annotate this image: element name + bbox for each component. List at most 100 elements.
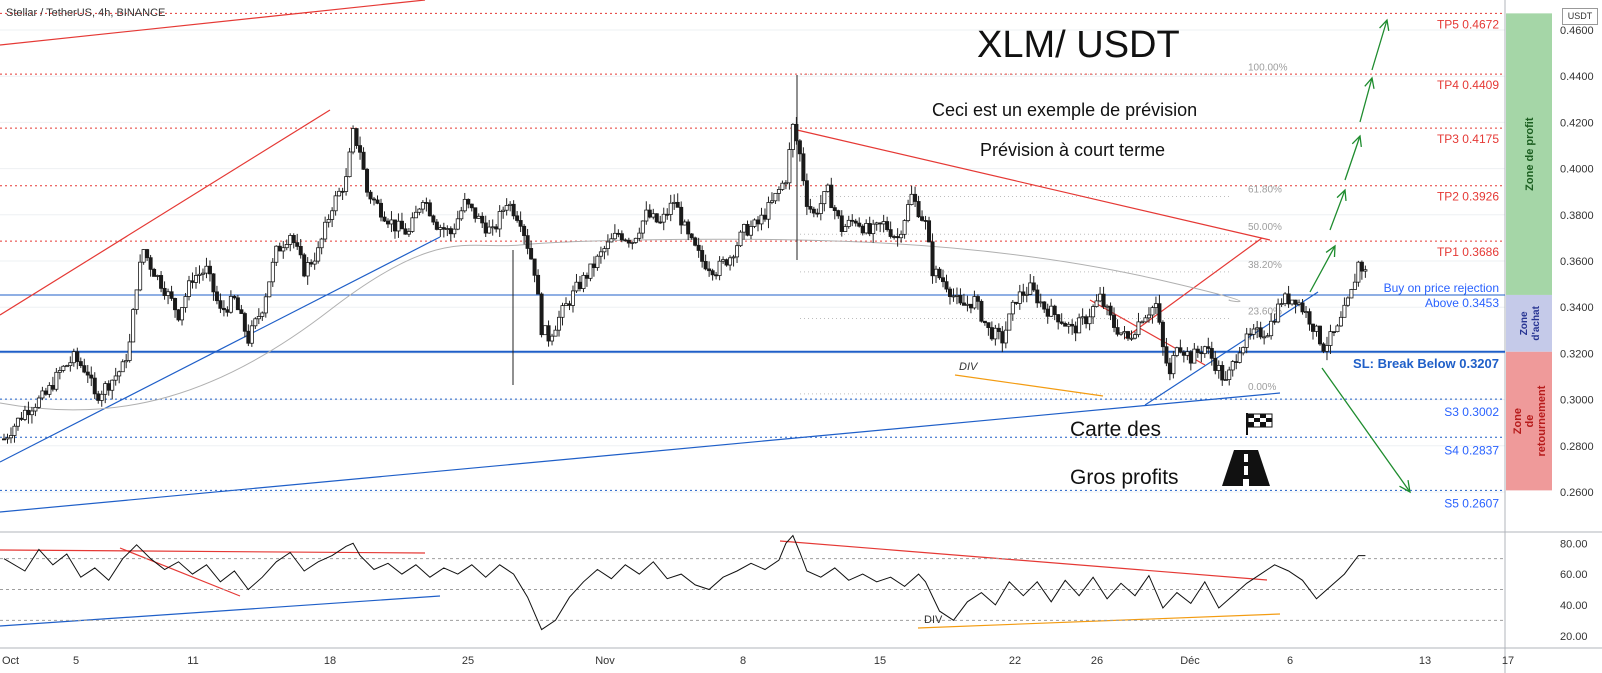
candle-body (689, 233, 694, 239)
candle-body (700, 250, 705, 262)
candle-body (1171, 355, 1176, 375)
candle-body (103, 383, 108, 395)
zone-band (1506, 294, 1552, 352)
candle-body (372, 198, 377, 201)
candle-body (853, 220, 858, 224)
candle-body (836, 210, 841, 217)
candle-body (731, 256, 736, 259)
price-tick: 0.3000 (1560, 395, 1594, 407)
candle-body (536, 274, 541, 295)
candle-body (850, 219, 855, 222)
candle-body (686, 221, 691, 235)
candle-body (1052, 305, 1057, 316)
divergence-label: DIV (959, 361, 979, 373)
zone-label-word: retournement (1536, 385, 1548, 456)
candle-body (183, 296, 188, 309)
candle-body (68, 362, 73, 367)
candle-body (1345, 297, 1350, 306)
candle-body (543, 325, 548, 336)
candle-body (843, 226, 848, 232)
time-tick: 26 (1091, 655, 1103, 667)
candle-body (399, 220, 404, 230)
candle-body (1258, 327, 1263, 338)
candle-body (846, 219, 851, 227)
candle-body (1119, 332, 1124, 335)
candle-body (490, 226, 495, 229)
price-levels: TP5 0.4672 TP4 0.4409 TP3 0.4175 TP2 0.3926… (0, 12, 1505, 510)
candle-body (1206, 346, 1211, 349)
candle-body (347, 151, 352, 178)
candle-body (110, 379, 115, 391)
candle-body (867, 223, 872, 235)
candle-body (654, 213, 659, 223)
candle-body (675, 201, 680, 208)
candle-body (801, 153, 806, 182)
candle-body (410, 217, 415, 232)
candle-body (651, 213, 656, 218)
candle-body (61, 365, 66, 371)
price-tick: 0.4600 (1560, 25, 1594, 37)
candle-body (1297, 302, 1302, 305)
candle-body (106, 383, 111, 391)
candle-body (1209, 348, 1214, 359)
candle-body (22, 409, 27, 420)
candle-body (319, 238, 324, 249)
candle-body (358, 145, 363, 153)
candle-body (1349, 289, 1354, 299)
candle-body (1248, 333, 1253, 336)
candle-body (256, 316, 261, 320)
candle-body (647, 209, 652, 218)
candle-body (1084, 316, 1089, 325)
candle-body (818, 203, 823, 214)
candle-body (1160, 321, 1165, 348)
candle-body (19, 417, 24, 420)
annotation-line-2: Prévision à court terme (980, 140, 1166, 160)
carte-line-1: Carte des (1070, 418, 1162, 441)
candle-body (71, 351, 76, 364)
candle-body (529, 248, 534, 260)
candle-body (445, 228, 450, 230)
candle-body (557, 316, 562, 331)
candle-body (1112, 314, 1117, 328)
candle-body (560, 305, 565, 318)
candle-body (169, 291, 174, 299)
candle-body (696, 244, 701, 251)
candle-body (979, 300, 984, 322)
candle-body (29, 410, 34, 416)
candle-body (1272, 320, 1277, 323)
candle-body (577, 281, 582, 289)
currency-badge[interactable]: USDT (1562, 8, 1598, 25)
candle-body (588, 263, 593, 279)
candle-body (626, 239, 631, 244)
trendline (954, 374, 1104, 397)
candle-body (452, 228, 457, 235)
rsi-tick: 60.00 (1560, 569, 1588, 581)
candle-body (1216, 365, 1221, 371)
candle-body (1105, 305, 1110, 308)
candle-body (131, 309, 136, 343)
candle-body (246, 330, 251, 344)
candle-body (434, 221, 439, 230)
candle-body (602, 248, 607, 253)
candle-body (829, 184, 834, 209)
candle-body (1269, 320, 1274, 337)
candle-body (749, 226, 754, 236)
arrow-head (1325, 244, 1336, 258)
candle-body (738, 231, 743, 247)
candle-body (630, 242, 635, 244)
candle-body (389, 219, 394, 225)
candle-body (85, 371, 90, 376)
arrow-head (1379, 18, 1390, 31)
candle-body (501, 209, 506, 212)
candle-body (333, 195, 338, 212)
rsi-line (3, 534, 1366, 631)
candle-body (1185, 351, 1190, 356)
candle-body (605, 241, 610, 249)
candle-body (1279, 303, 1284, 306)
candle-body (553, 329, 558, 337)
up-arrow (1359, 77, 1373, 123)
price-tick: 0.2800 (1560, 441, 1594, 453)
candle-body (857, 222, 862, 227)
